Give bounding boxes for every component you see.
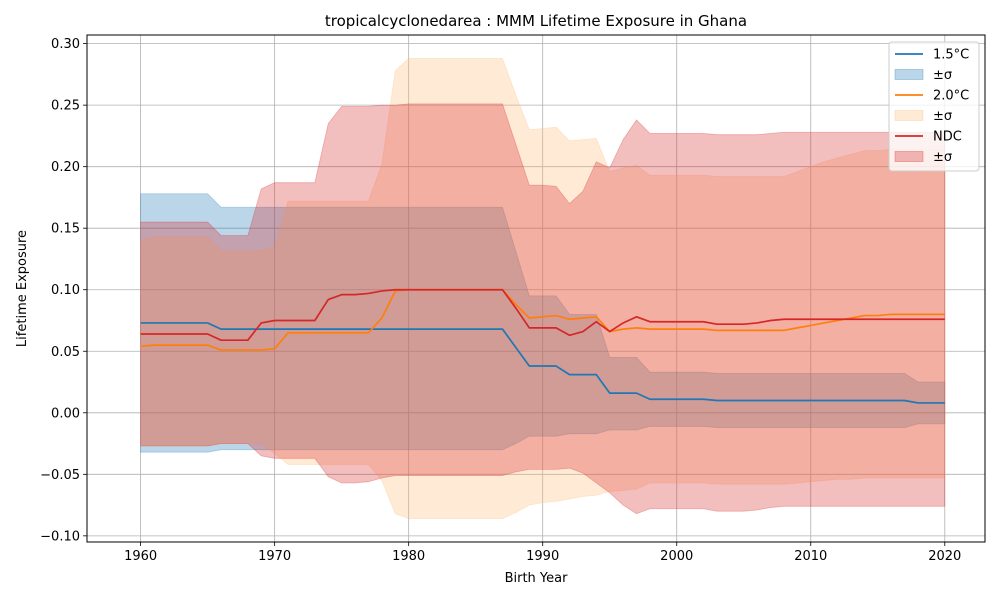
x-tick-label: 1970	[258, 549, 291, 564]
line-series-0	[140, 322, 945, 404]
legend-box	[888, 41, 980, 172]
legend: 1.5°C ±σ 2.0°C ±σ NDC ±σ	[888, 41, 980, 172]
legend-label: 1.5°C	[933, 48, 969, 63]
line-series-1	[140, 288, 945, 351]
y-tick-label: 0.10	[51, 283, 80, 298]
legend-label: NDC	[933, 130, 962, 145]
y-tick-label: 0.25	[51, 99, 80, 114]
y-tick-label: 0.15	[51, 222, 80, 237]
band-series-0	[140, 193, 946, 453]
x-tick-label: 1960	[124, 549, 157, 564]
band-series-2	[140, 103, 946, 515]
legend-band-swatch	[894, 110, 924, 121]
y-tick-label: 0.30	[51, 37, 80, 52]
legend-band-swatch	[894, 69, 924, 80]
x-tick-label: 1980	[392, 549, 425, 564]
legend-band-swatch	[894, 151, 924, 162]
axes-frame	[86, 34, 986, 543]
band-series-1	[140, 57, 946, 520]
x-axis-title: Birth Year	[505, 571, 569, 586]
y-tick-label: −0.05	[40, 468, 80, 483]
legend-label: 2.0°C	[933, 89, 969, 104]
y-tick-label: −0.10	[40, 529, 80, 544]
line-layer	[140, 288, 945, 404]
x-tick-label: 2010	[794, 549, 827, 564]
legend-label: ±σ	[933, 109, 952, 124]
chart-title: tropicalcyclonedarea : MMM Lifetime Expo…	[325, 12, 747, 30]
x-tick-label: 1990	[526, 549, 559, 564]
legend-label: ±σ	[933, 150, 952, 165]
x-tick-label: 2000	[660, 549, 693, 564]
y-axis-title: Lifetime Exposure	[15, 230, 30, 347]
legend-label: ±σ	[933, 68, 952, 83]
grid-layer	[87, 35, 985, 542]
x-tick-label: 2020	[928, 549, 961, 564]
y-tick-label: 0.00	[51, 406, 80, 421]
tick-layer: 1960 1970 1980 1990 2000 2010 2020 −0.10 −0.05 0.…	[40, 37, 961, 564]
y-tick-label: 0.20	[51, 160, 80, 175]
band-layer	[140, 57, 946, 520]
y-tick-label: 0.05	[51, 345, 80, 360]
line-series-2	[140, 288, 945, 342]
